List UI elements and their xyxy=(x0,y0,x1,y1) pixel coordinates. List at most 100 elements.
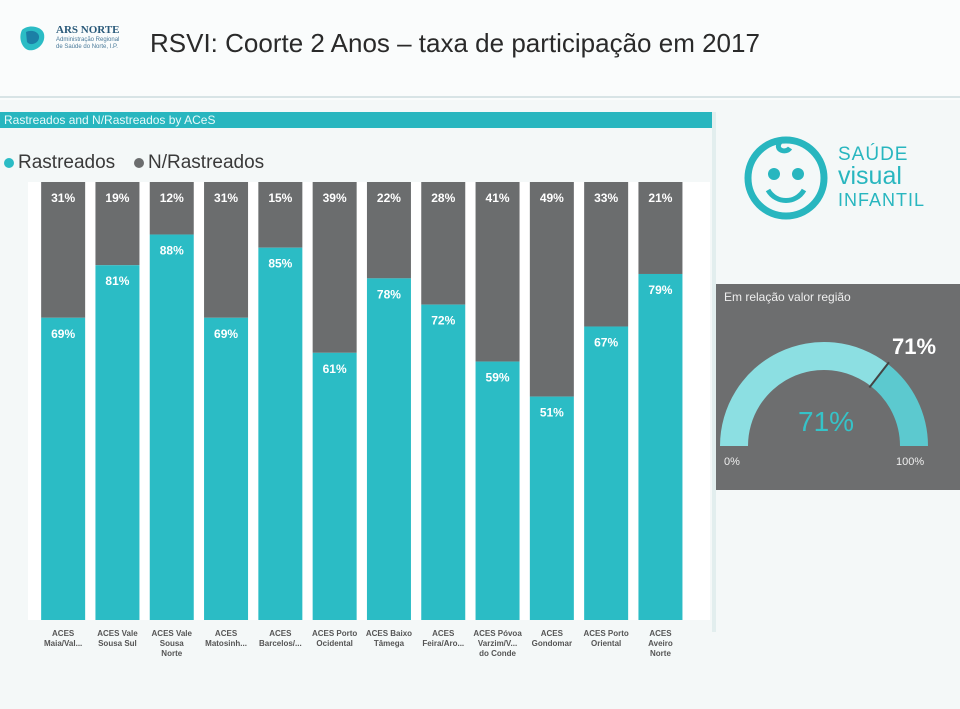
bar-rastreados[interactable] xyxy=(475,361,520,620)
bar-n-rastreados[interactable] xyxy=(366,182,411,279)
bar-n-rastreados[interactable] xyxy=(421,182,466,305)
bar-n-rastreados[interactable] xyxy=(638,182,683,274)
stacked-bar-chart: 31% 69% ACES Maia/Val... 19% 81% ACES Vale Sous… xyxy=(28,182,710,658)
bar-rastreados[interactable] xyxy=(529,396,574,620)
category-label: ACES Porto Ocidental xyxy=(312,629,357,648)
bar-n-rastreados[interactable] xyxy=(475,182,520,362)
category-label: ACES Vale Sousa Sul xyxy=(97,629,138,648)
data-label-n-rastreados: 19% xyxy=(105,191,129,205)
data-label-n-rastreados: 41% xyxy=(486,191,510,205)
bar-rastreados[interactable] xyxy=(258,247,303,620)
data-label-rastreados: 79% xyxy=(648,283,672,297)
data-label-rastreados: 51% xyxy=(540,406,564,420)
data-label-n-rastreados: 49% xyxy=(540,191,564,205)
chart-panel-edge xyxy=(712,112,716,632)
bar-n-rastreados[interactable] xyxy=(584,182,629,327)
legend-dot-rastreados xyxy=(4,157,14,168)
category-label: ACES Gondomar xyxy=(532,629,572,648)
legend-item-n-rastreados[interactable]: N/Rastreados xyxy=(134,152,264,174)
ars-norte-logo-mark xyxy=(20,26,45,51)
legend-dot-n-rastreados xyxy=(134,157,144,168)
brand-line-1: SAÚDE xyxy=(838,144,909,165)
category-label: ACES Vale Sousa Norte xyxy=(152,629,193,658)
bar-group[interactable]: 15% 85% xyxy=(258,182,303,620)
gauge-remaining-arc xyxy=(870,363,928,446)
category-label: ACES Matosinh... xyxy=(205,629,247,648)
legend-label-rastreados: Rastreados xyxy=(18,152,116,173)
data-label-rastreados: 69% xyxy=(51,327,75,341)
data-label-n-rastreados: 39% xyxy=(323,191,347,205)
data-label-rastreados: 67% xyxy=(594,336,618,350)
logo-name: ARS NORTE xyxy=(56,24,120,36)
chart-panel-header: Rastreados and N/Rastreados by ACeS xyxy=(0,112,716,128)
bar-rastreados[interactable] xyxy=(149,234,194,620)
saude-visual-infantil-logo: SAÚDE visual INFANTIL xyxy=(742,132,952,222)
slide-header: ARS NORTE Administração Regional de Saúd… xyxy=(0,0,960,100)
bar-rastreados[interactable] xyxy=(421,304,466,620)
data-label-n-rastreados: 31% xyxy=(51,191,75,205)
legend-item-rastreados[interactable]: Rastreados xyxy=(4,152,115,174)
slide-title: RSVI: Coorte 2 Anos – taxa de participaç… xyxy=(150,28,760,58)
logo-subtitle: Administração Regional de Saúde do Norte… xyxy=(56,37,120,50)
data-label-rastreados: 85% xyxy=(268,257,292,271)
bar-n-rastreados[interactable] xyxy=(41,182,86,318)
bar-group[interactable]: 39% 61% xyxy=(312,182,357,620)
bar-rastreados[interactable] xyxy=(95,265,140,620)
gauge-title: Em relação valor região xyxy=(724,290,851,304)
title-divider xyxy=(0,96,960,98)
legend-label-n-rastreados: N/Rastreados xyxy=(148,152,265,173)
category-label: ACES Aveiro Norte xyxy=(648,629,673,658)
data-label-rastreados: 88% xyxy=(160,244,184,258)
bar-group[interactable]: 21% 79% xyxy=(638,182,683,620)
bar-group[interactable]: 31% 69% xyxy=(204,182,249,620)
bar-rastreados[interactable] xyxy=(312,352,357,620)
data-label-n-rastreados: 12% xyxy=(160,191,184,205)
category-label: ACES Maia/Val... xyxy=(44,629,82,648)
bar-n-rastreados[interactable] xyxy=(204,182,249,318)
bar-rastreados[interactable] xyxy=(584,326,629,620)
data-label-n-rastreados: 33% xyxy=(594,191,618,205)
bar-n-rastreados[interactable] xyxy=(312,182,357,353)
bar-group[interactable]: 12% 88% xyxy=(149,182,194,620)
bar-rastreados[interactable] xyxy=(41,317,86,620)
category-label: ACES Barcelos/... xyxy=(259,629,302,648)
bar-group[interactable]: 31% 69% xyxy=(41,182,86,620)
bar-rastreados[interactable] xyxy=(366,278,411,620)
brand-line-3: INFANTIL xyxy=(838,190,926,210)
category-label: ACES Porto Oriental xyxy=(583,629,628,648)
category-label: ACES Póvoa Varzim/V... do Conde xyxy=(473,629,522,658)
chart-title: Rastreados and N/Rastreados by ACeS xyxy=(4,113,216,127)
data-label-n-rastreados: 31% xyxy=(214,191,238,205)
bar-rastreados[interactable] xyxy=(204,317,249,620)
data-label-rastreados: 69% xyxy=(214,327,238,341)
category-label: ACES Feira/Aro... xyxy=(422,629,464,648)
bar-group[interactable]: 22% 78% xyxy=(366,182,411,620)
bar-group[interactable]: 19% 81% xyxy=(95,182,140,620)
bar-n-rastreados[interactable] xyxy=(258,182,303,248)
gauge-chart xyxy=(720,342,928,446)
data-label-n-rastreados: 22% xyxy=(377,191,401,205)
gauge-card: Em relação valor região 71% 71% 0% 100% xyxy=(716,284,960,490)
brand-line-2: visual xyxy=(838,162,902,190)
bar-group[interactable]: 49% 51% xyxy=(529,182,574,620)
data-label-rastreados: 59% xyxy=(486,371,510,385)
gauge-value-label: 71% xyxy=(798,406,855,437)
bar-n-rastreados[interactable] xyxy=(529,182,574,397)
category-label: ACES Baixo Tâmega xyxy=(366,629,412,648)
bar-group[interactable]: 33% 67% xyxy=(584,182,629,620)
gauge-target-label: 71% xyxy=(892,334,937,359)
data-label-rastreados: 61% xyxy=(323,362,347,376)
gauge-max-label: 100% xyxy=(896,456,925,468)
ars-norte-logo: ARS NORTE Administração Regional de Saúd… xyxy=(18,24,138,64)
bar-rastreados[interactable] xyxy=(638,273,683,620)
bar-group[interactable]: 28% 72% xyxy=(421,182,466,620)
gauge-min-label: 0% xyxy=(724,456,740,468)
data-label-n-rastreados: 15% xyxy=(268,191,292,205)
bar-group[interactable]: 41% 59% xyxy=(475,182,520,620)
data-label-rastreados: 78% xyxy=(377,287,401,301)
data-label-rastreados: 81% xyxy=(105,274,129,288)
bar-n-rastreados[interactable] xyxy=(95,182,140,266)
data-label-rastreados: 72% xyxy=(431,314,455,328)
bar-n-rastreados[interactable] xyxy=(149,182,194,235)
data-label-n-rastreados: 28% xyxy=(431,191,455,205)
